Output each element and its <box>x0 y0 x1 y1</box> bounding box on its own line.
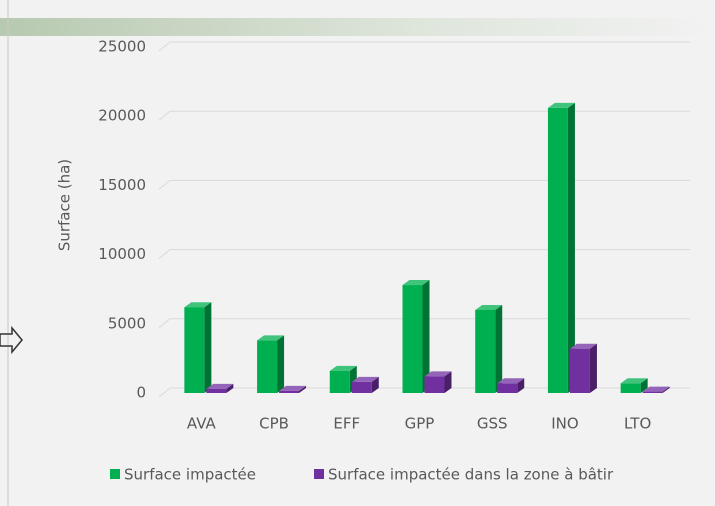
bar-top <box>402 280 430 286</box>
x-tick-label: AVA <box>187 415 217 433</box>
bar <box>620 378 648 393</box>
bar-front <box>351 381 372 393</box>
bar-side <box>567 102 575 394</box>
y-tick-label: 20000 <box>98 107 146 125</box>
legend-label: Surface impactée dans la zone à bâtir <box>328 466 614 484</box>
bar-top <box>642 386 670 392</box>
bar-top <box>329 365 357 371</box>
y-tick-label: 15000 <box>98 176 146 194</box>
y-tick-label: 25000 <box>98 38 146 56</box>
bar-front <box>547 107 568 394</box>
bar-top <box>257 335 285 341</box>
bar-front <box>279 390 300 393</box>
bar <box>184 302 212 393</box>
bar-front <box>424 376 445 393</box>
bar-top <box>569 343 597 349</box>
grid-line <box>158 179 690 190</box>
bar-top <box>547 102 575 108</box>
bar-side <box>204 302 212 393</box>
bar-top <box>206 383 234 389</box>
bar <box>279 385 307 393</box>
legend-swatch <box>314 469 324 479</box>
grid-line <box>158 41 690 52</box>
bar <box>402 280 430 393</box>
bar-side <box>640 378 648 393</box>
bar-side <box>495 304 503 393</box>
y-tick-label: 10000 <box>98 245 146 263</box>
header-band <box>0 18 715 36</box>
bar <box>642 386 670 393</box>
bar-front <box>257 340 278 393</box>
y-axis-title: Surface (ha) <box>56 159 74 251</box>
bar-front <box>642 391 663 393</box>
bar <box>497 378 525 393</box>
bar-front <box>620 383 641 393</box>
legend-label: Surface impactée <box>124 466 256 484</box>
y-tick-label: 0 <box>136 384 146 402</box>
bar-side <box>517 378 525 393</box>
y-tick-label: 5000 <box>108 314 146 332</box>
bar <box>424 371 452 393</box>
bar-side <box>299 385 307 393</box>
grid-line <box>158 249 690 259</box>
bar <box>257 335 285 393</box>
bar <box>569 343 597 393</box>
arrow-icon <box>0 325 23 355</box>
x-tick-label: EFF <box>333 415 360 433</box>
bar-top <box>279 385 307 391</box>
bar-side <box>371 376 379 393</box>
bar-side <box>589 343 597 393</box>
grid-line <box>158 318 690 329</box>
bar-front <box>206 388 227 393</box>
bar-front <box>402 285 423 393</box>
bar <box>475 304 503 393</box>
bar-side <box>444 371 452 393</box>
bar-front <box>497 383 518 393</box>
bar-front <box>475 309 496 393</box>
bar-front <box>569 348 590 393</box>
bar-side <box>662 386 670 393</box>
x-tick-label: CPB <box>259 415 289 433</box>
bar-top <box>475 304 503 310</box>
bar-front <box>329 370 350 393</box>
bar-side <box>277 335 285 393</box>
bar-side <box>226 383 234 393</box>
bar-top <box>497 378 525 384</box>
x-tick-label: GPP <box>405 415 435 433</box>
bar-top <box>620 378 648 384</box>
bar <box>206 383 234 393</box>
bar-top <box>424 371 452 377</box>
bar <box>547 102 575 394</box>
bar-top <box>184 302 212 308</box>
x-tick-label: LTO <box>624 415 651 433</box>
bar-front <box>184 307 205 393</box>
grid-line <box>158 110 690 121</box>
bar-side <box>422 280 430 393</box>
legend-swatch <box>110 469 120 479</box>
x-tick-label: GSS <box>477 415 508 433</box>
bar <box>351 376 379 393</box>
bar-top <box>351 376 379 382</box>
x-tick-label: INO <box>551 415 578 433</box>
